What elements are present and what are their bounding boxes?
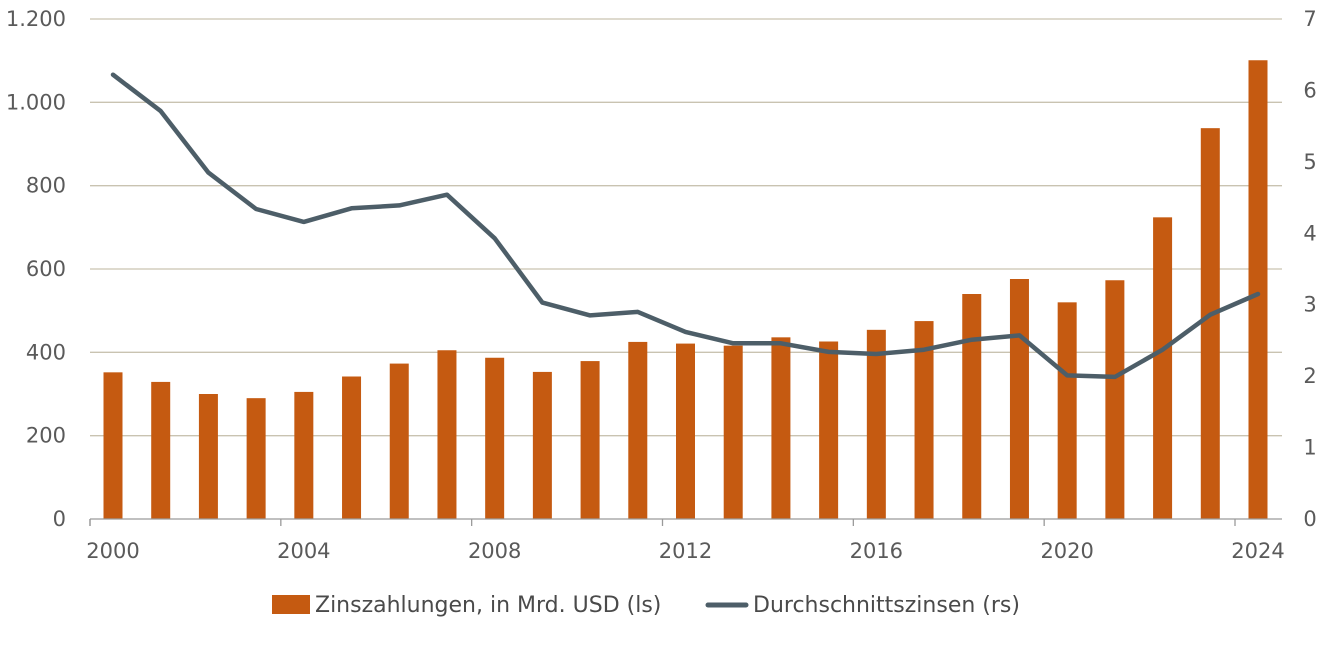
bar (771, 337, 791, 519)
x-tick-label: 2004 (277, 539, 330, 563)
bar (962, 294, 982, 519)
y-left-tick-label: 1.200 (6, 7, 66, 31)
y-right-tick-label: 5 (1303, 150, 1316, 174)
y-right-tick-label: 3 (1303, 293, 1316, 317)
x-tick-label: 2020 (1040, 539, 1093, 563)
bar (1009, 279, 1029, 519)
bar (437, 350, 457, 519)
bar (914, 321, 934, 519)
line-series (110, 72, 1261, 380)
x-tick-label: 2012 (659, 539, 712, 563)
bar (1248, 60, 1268, 519)
bar (103, 372, 123, 519)
bar (1153, 217, 1173, 520)
bar (819, 341, 839, 519)
bar (866, 329, 886, 519)
legend-line-label: Durchschnittszinsen (rs) (753, 593, 1020, 618)
y-right-tick-label: 7 (1303, 7, 1316, 31)
bar (389, 363, 409, 519)
y-axis-right-labels: 0 1 2 3 4 5 6 7 (1303, 7, 1316, 531)
bar (294, 391, 314, 519)
grid-lines (90, 18, 1282, 437)
bar-series (103, 60, 1268, 520)
x-axis-labels: 2000 2004 2008 2012 2016 2020 2024 (86, 539, 1284, 563)
y-right-tick-label: 0 (1303, 507, 1316, 531)
bar (198, 394, 218, 519)
legend-bar-label: Zinszahlungen, in Mrd. USD (ls) (315, 593, 661, 618)
line-path (110, 72, 1261, 380)
bar (342, 376, 362, 519)
bar (1200, 128, 1220, 519)
y-left-tick-label: 600 (26, 257, 66, 281)
y-right-tick-label: 6 (1303, 78, 1316, 102)
bar (485, 357, 505, 519)
bar (723, 345, 743, 519)
x-tick-label: 2000 (86, 539, 139, 563)
y-axis-left-labels: 0 200 400 600 800 1.000 1.200 (6, 7, 66, 531)
y-right-tick-label: 1 (1303, 436, 1316, 460)
x-tick-label: 2016 (850, 539, 903, 563)
x-axis (89, 518, 1282, 526)
bar (676, 343, 695, 519)
bar (580, 361, 600, 519)
y-left-tick-label: 1.000 (6, 90, 66, 114)
y-right-tick-label: 2 (1303, 364, 1316, 388)
bar (151, 381, 171, 519)
bar (246, 398, 266, 519)
y-left-tick-label: 800 (26, 174, 66, 198)
x-tick-label: 2008 (468, 539, 521, 563)
bar (532, 371, 552, 519)
y-left-tick-label: 400 (26, 340, 66, 364)
bar (628, 341, 648, 519)
bar (1105, 280, 1125, 519)
y-right-tick-label: 4 (1303, 221, 1316, 245)
y-left-tick-label: 0 (53, 507, 66, 531)
bar (1057, 302, 1077, 519)
legend-bar-swatch (272, 595, 310, 614)
legend: Zinszahlungen, in Mrd. USD (ls) Durchsch… (272, 593, 1020, 618)
y-left-tick-label: 200 (26, 424, 66, 448)
x-tick-label: 2024 (1231, 539, 1284, 563)
